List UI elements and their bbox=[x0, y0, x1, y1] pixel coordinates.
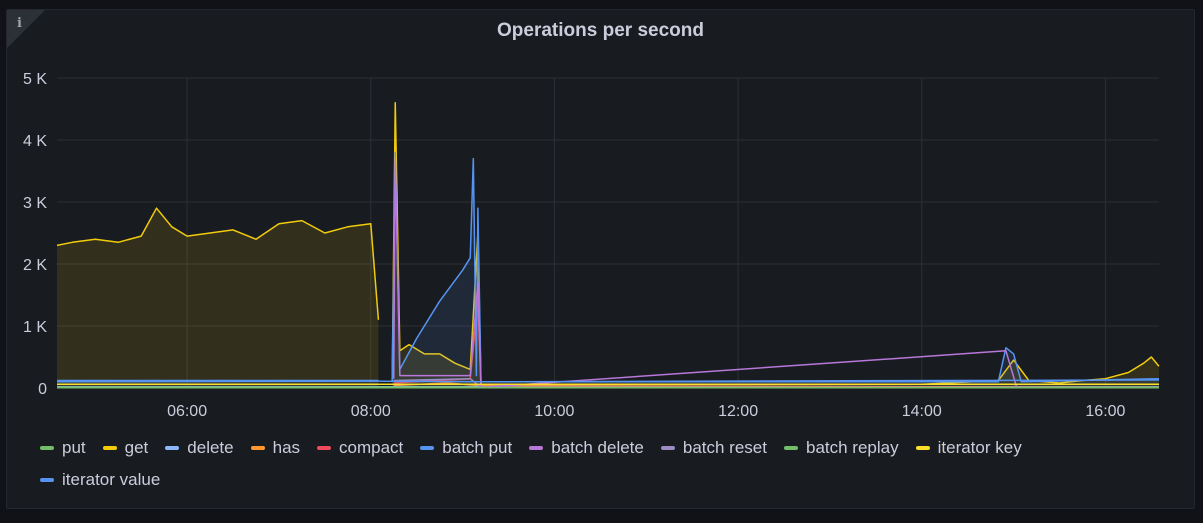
legend: put get delete has compact batch put batch del… bbox=[40, 438, 1160, 490]
legend-swatch bbox=[102, 446, 117, 450]
x-tick-label: 10:00 bbox=[534, 403, 574, 420]
legend-item-put[interactable]: put bbox=[40, 438, 86, 458]
legend-swatch bbox=[317, 446, 332, 450]
legend-swatch bbox=[165, 446, 180, 450]
series-line-get bbox=[56, 207, 380, 320]
legend-label: iterator value bbox=[62, 470, 161, 489]
legend-item-batch-reset[interactable]: batch reset bbox=[660, 438, 767, 458]
legend-swatch bbox=[250, 446, 265, 450]
x-tick-label: 06:00 bbox=[167, 403, 207, 420]
legend-label: put bbox=[62, 438, 86, 457]
legend-label: iterator key bbox=[937, 438, 1022, 457]
legend-label: batch put bbox=[442, 438, 513, 457]
series-line-batch-put bbox=[391, 151, 1160, 383]
legend-item-iterator-key[interactable]: iterator key bbox=[915, 438, 1022, 458]
plot-area[interactable]: 0 1 K 2 K 3 K 4 K 5 K 06:00 08:00 10:00 12:00 14:0… bbox=[7, 10, 1195, 430]
y-tick-label: 5 K bbox=[23, 71, 47, 88]
legend-item-compact[interactable]: compact bbox=[317, 438, 403, 458]
series-line-get bbox=[391, 102, 1160, 386]
legend-swatch bbox=[915, 446, 930, 450]
legend-swatch bbox=[40, 446, 54, 450]
x-tick-label: 08:00 bbox=[351, 403, 391, 420]
x-tick-label: 16:00 bbox=[1085, 403, 1125, 420]
series-line-iterator-value bbox=[56, 379, 1160, 383]
legend-item-batch-delete[interactable]: batch delete bbox=[529, 438, 644, 458]
y-tick-label: 4 K bbox=[23, 133, 47, 150]
legend-label: batch replay bbox=[805, 438, 899, 457]
legend-label: get bbox=[124, 438, 149, 457]
series-area-get bbox=[57, 208, 379, 388]
panel-title: Operations per second bbox=[497, 20, 704, 41]
x-tick-label: 12:00 bbox=[718, 403, 758, 420]
info-corner[interactable] bbox=[7, 10, 45, 48]
legend-item-batch-put[interactable]: batch put bbox=[420, 438, 512, 458]
series-area-get bbox=[392, 102, 1160, 389]
info-icon[interactable]: i bbox=[17, 16, 22, 31]
legend-label: has bbox=[272, 438, 301, 457]
legend-item-iterator-value[interactable]: iterator value bbox=[40, 470, 160, 490]
legend-swatch bbox=[40, 478, 54, 482]
chart-panel: i Operations per second 0 1 K 2 K 3 K 4 K 5 K… bbox=[6, 9, 1195, 509]
y-tick-label: 3 K bbox=[23, 195, 47, 212]
legend-swatch bbox=[420, 446, 435, 450]
legend-item-batch-replay[interactable]: batch replay bbox=[783, 438, 899, 458]
legend-swatch bbox=[529, 446, 544, 450]
y-tick-label: 0 bbox=[38, 381, 47, 398]
y-tick-label: 1 K bbox=[23, 319, 47, 336]
legend-item-has[interactable]: has bbox=[250, 438, 301, 458]
legend-swatch bbox=[660, 446, 675, 450]
legend-swatch bbox=[783, 446, 798, 450]
series-area-batch-put bbox=[392, 152, 1160, 388]
series-line-compact bbox=[393, 300, 1159, 389]
legend-label: batch reset bbox=[682, 438, 767, 457]
y-tick-label: 2 K bbox=[23, 257, 47, 274]
legend-item-get[interactable]: get bbox=[102, 438, 149, 458]
legend-item-delete[interactable]: delete bbox=[165, 438, 234, 458]
x-tick-label: 14:00 bbox=[902, 403, 942, 420]
legend-label: compact bbox=[339, 438, 404, 457]
series-line-batch-delete bbox=[392, 157, 1159, 389]
legend-label: batch delete bbox=[551, 438, 644, 457]
legend-label: delete bbox=[187, 438, 234, 457]
